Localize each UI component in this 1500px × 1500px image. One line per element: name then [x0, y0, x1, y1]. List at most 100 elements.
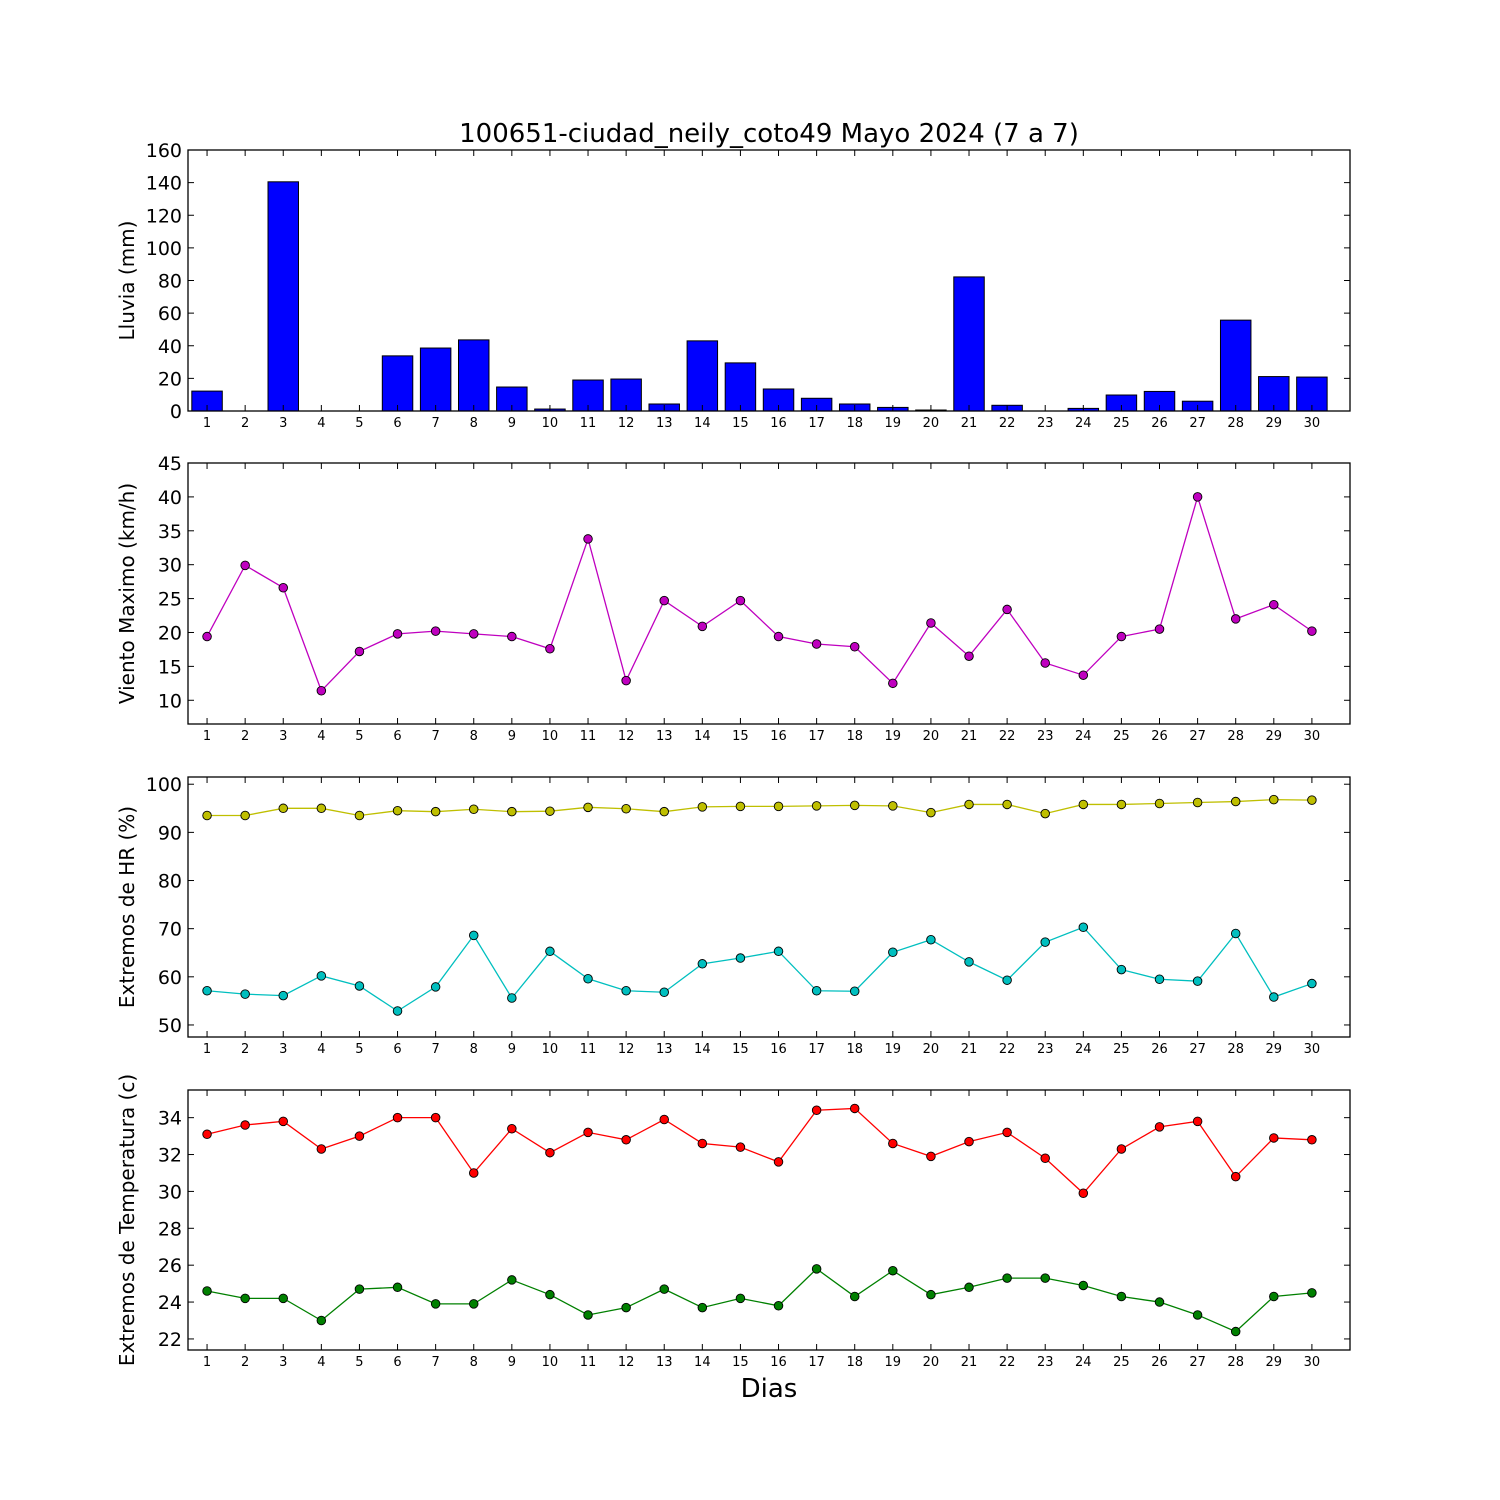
data-point	[354, 981, 365, 991]
x-tick-label: 23	[1037, 1042, 1054, 1057]
data-point	[773, 1300, 784, 1311]
x-tick-label: 12	[618, 729, 635, 744]
data-point	[1002, 1273, 1012, 1283]
x-tick-label: 1	[203, 1042, 211, 1057]
data-point	[697, 959, 708, 969]
y-tick-label: 0	[170, 401, 182, 423]
bar	[724, 362, 757, 412]
data-point	[697, 802, 708, 812]
y-tick-label: 90	[158, 822, 182, 844]
data-point	[773, 946, 784, 957]
data-point	[1078, 799, 1089, 810]
y-axis-label: Extremos de HR (%)	[115, 806, 139, 1008]
data-point	[621, 1302, 631, 1313]
x-tick-label: 13	[656, 1355, 673, 1370]
x-tick-label: 16	[770, 729, 787, 744]
data-point	[1307, 1135, 1317, 1145]
data-point	[1078, 670, 1089, 680]
data-point	[1230, 928, 1241, 939]
x-tick-label: 2	[241, 1042, 249, 1057]
data-point	[697, 1302, 708, 1313]
plot-frame	[187, 1089, 1351, 1351]
data-point	[926, 1151, 936, 1162]
data-point	[621, 986, 631, 996]
data-point	[1154, 1297, 1165, 1307]
y-tick-label: 40	[158, 336, 182, 358]
x-tick-label: 9	[508, 729, 516, 744]
x-tick-label: 11	[580, 416, 597, 431]
data-point	[659, 595, 669, 606]
x-tick-label: 6	[393, 416, 401, 431]
y-tick-label: 24	[158, 1292, 182, 1314]
x-tick-label: 27	[1189, 1042, 1206, 1057]
data-point	[507, 806, 517, 817]
x-tick-label: 20	[923, 729, 940, 744]
y-tick-label: 50	[158, 1015, 182, 1037]
x-tick-label: 15	[732, 416, 749, 431]
data-point	[202, 1129, 212, 1140]
data-point	[1230, 1171, 1241, 1182]
x-tick-label: 18	[846, 1355, 863, 1370]
data-point	[1269, 1133, 1279, 1143]
x-tick-label: 10	[542, 416, 559, 431]
x-tick-label: 4	[317, 416, 325, 431]
data-point	[202, 986, 212, 996]
x-tick-label: 15	[732, 729, 749, 744]
y-tick-label: 25	[158, 589, 182, 611]
x-tick-label: 14	[694, 729, 711, 744]
data-point	[1307, 1288, 1317, 1298]
x-tick-label: 5	[355, 1042, 363, 1057]
data-point	[964, 1282, 974, 1293]
x-tick-label: 6	[393, 1042, 401, 1057]
data-point	[1192, 797, 1203, 808]
x-tick-label: 3	[279, 1042, 287, 1057]
data-point	[583, 1127, 593, 1138]
data-point	[659, 806, 669, 817]
x-tick-label: 30	[1304, 729, 1321, 744]
x-tick-label: 15	[732, 1042, 749, 1057]
x-tick-label: 20	[923, 1042, 940, 1057]
data-point	[1307, 626, 1317, 636]
data-point	[392, 1112, 403, 1123]
x-tick-label: 8	[470, 416, 478, 431]
y-tick-label: 80	[158, 271, 182, 293]
y-tick-label: 32	[158, 1145, 182, 1167]
y-tick-label: 60	[158, 967, 182, 989]
y-tick-label: 30	[158, 555, 182, 577]
x-tick-label: 24	[1075, 1355, 1092, 1370]
data-point	[849, 641, 860, 652]
x-tick-label: 22	[999, 1042, 1016, 1057]
y-tick-label: 70	[158, 919, 182, 941]
bar	[267, 181, 299, 412]
x-tick-label: 20	[923, 416, 940, 431]
data-point	[849, 1291, 860, 1302]
x-tick-label: 2	[241, 729, 249, 744]
data-point	[697, 1138, 708, 1149]
x-tick-label: 28	[1227, 1042, 1244, 1057]
x-tick-label: 21	[961, 1042, 978, 1057]
data-point	[507, 993, 517, 1003]
data-point	[392, 1006, 403, 1016]
data-point	[1192, 1116, 1203, 1127]
x-tick-label: 16	[770, 416, 787, 431]
data-point	[392, 1282, 403, 1293]
data-point	[1002, 799, 1012, 810]
data-point	[888, 801, 898, 811]
series-line	[206, 1268, 1312, 1333]
x-tick-label: 24	[1075, 416, 1092, 431]
data-point	[507, 1275, 517, 1285]
data-point	[1269, 992, 1279, 1002]
data-point	[278, 803, 289, 814]
series-1	[191, 181, 1328, 412]
data-point	[354, 1284, 365, 1294]
x-tick-label: 8	[470, 729, 478, 744]
y-tick-label: 100	[146, 238, 182, 260]
x-tick-label: 13	[656, 729, 673, 744]
x-tick-label: 12	[618, 1042, 635, 1057]
x-tick-label: 16	[770, 1355, 787, 1370]
x-tick-label: 1	[203, 729, 211, 744]
data-point	[926, 1289, 936, 1300]
data-point	[659, 1114, 669, 1125]
